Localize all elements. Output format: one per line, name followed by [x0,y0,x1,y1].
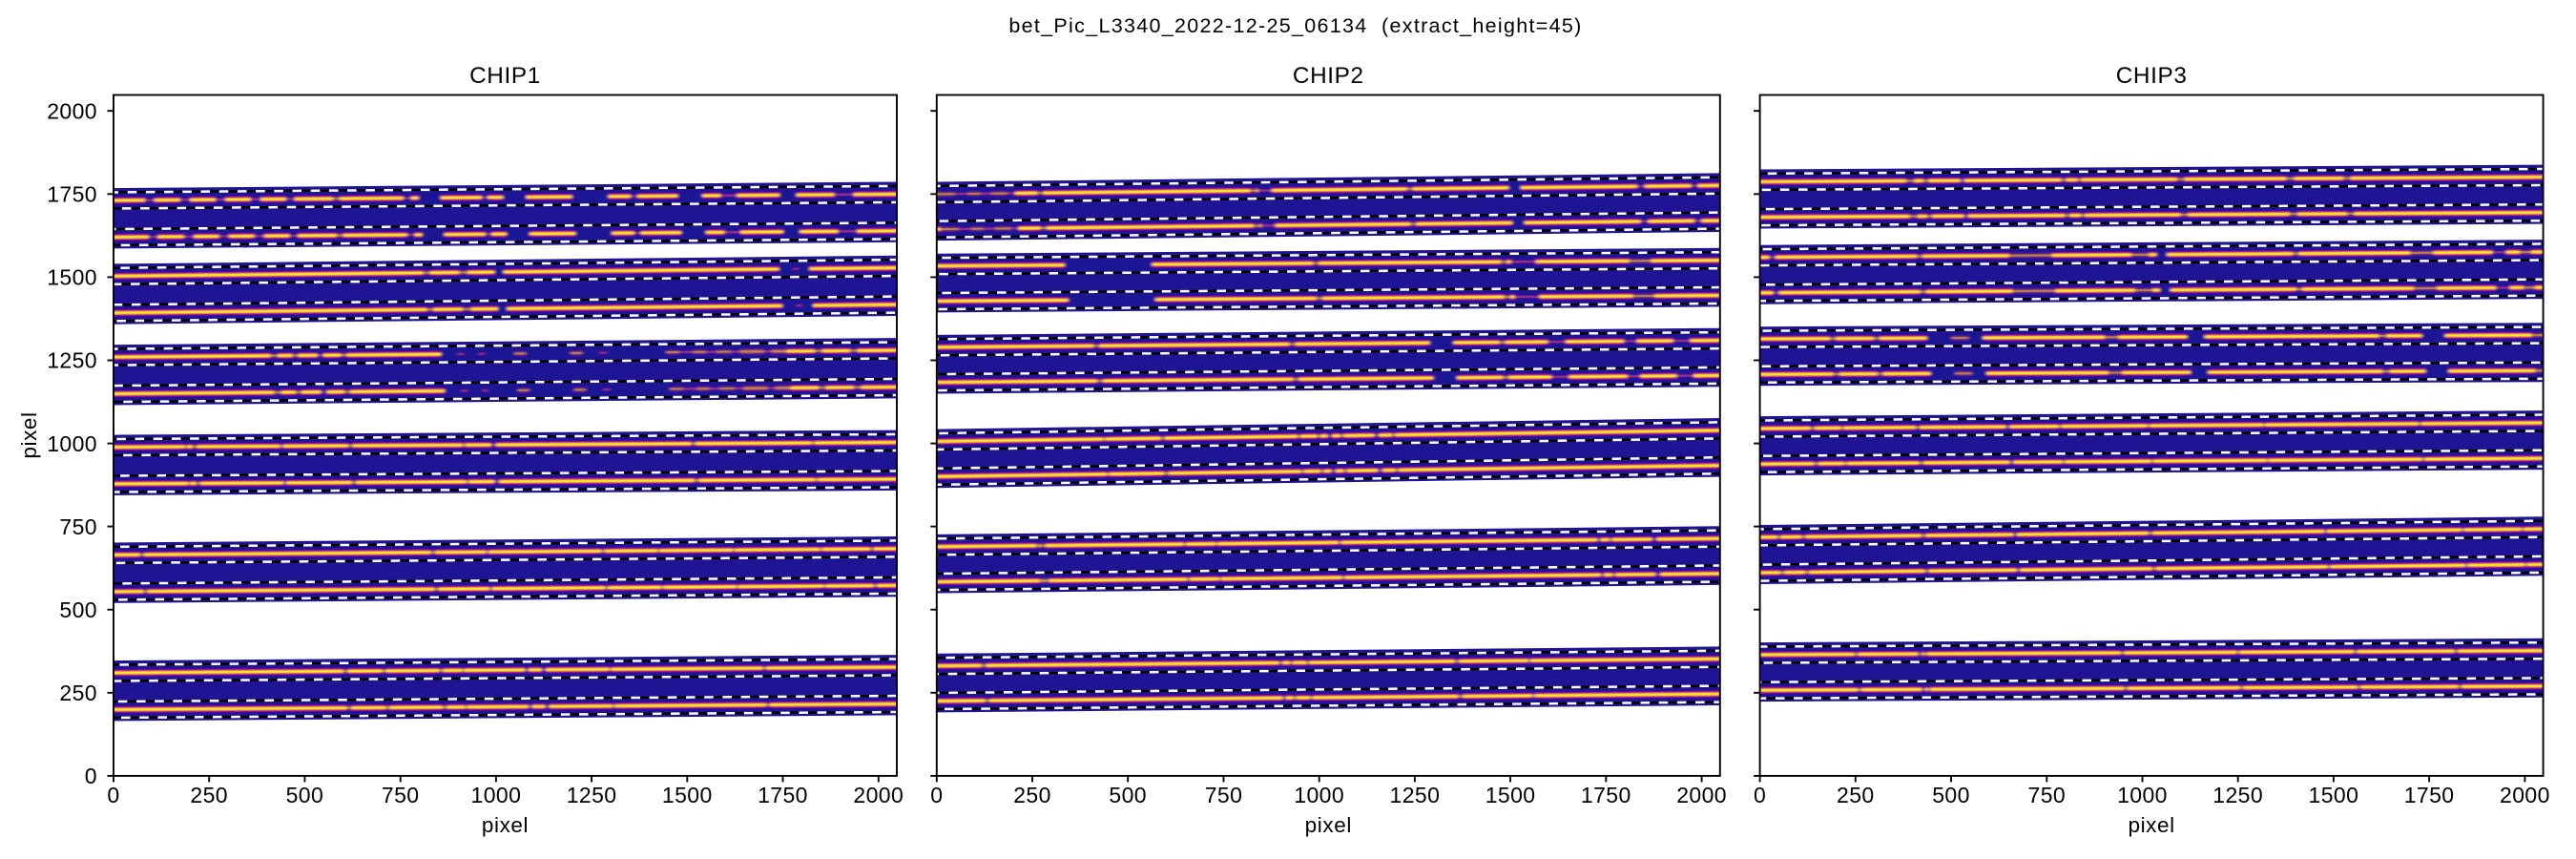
svg-text:CHIP1: CHIP1 [469,63,541,89]
svg-text:2000: 2000 [2500,783,2550,807]
svg-text:CHIP3: CHIP3 [2116,63,2188,89]
svg-text:1750: 1750 [1581,783,1631,807]
svg-text:1250: 1250 [1390,783,1441,807]
svg-text:750: 750 [1205,783,1243,807]
svg-text:2000: 2000 [1676,783,1727,807]
svg-text:0: 0 [930,783,943,807]
svg-text:pixel: pixel [17,411,41,458]
svg-text:750: 750 [382,783,420,807]
svg-text:250: 250 [190,783,228,807]
svg-text:2000: 2000 [47,98,97,123]
svg-text:500: 500 [59,597,97,622]
svg-text:0: 0 [1754,783,1766,807]
svg-text:1500: 1500 [662,783,713,807]
svg-text:250: 250 [1837,783,1875,807]
svg-text:1250: 1250 [567,783,617,807]
svg-text:1750: 1750 [758,783,808,807]
svg-text:2000: 2000 [853,783,904,807]
svg-text:750: 750 [2028,783,2067,807]
svg-text:1000: 1000 [1294,783,1344,807]
svg-text:1000: 1000 [471,783,522,807]
svg-text:1500: 1500 [2309,783,2359,807]
svg-text:pixel: pixel [2128,813,2174,837]
svg-text:500: 500 [1932,783,1970,807]
svg-text:0: 0 [107,783,119,807]
svg-text:500: 500 [1109,783,1147,807]
svg-text:pixel: pixel [482,813,529,837]
svg-text:750: 750 [59,514,97,539]
svg-text:CHIP2: CHIP2 [1293,63,1364,89]
svg-text:250: 250 [59,681,97,705]
svg-text:250: 250 [1013,783,1051,807]
svg-text:1000: 1000 [47,431,97,456]
svg-text:1500: 1500 [47,265,97,290]
svg-text:pixel: pixel [1305,813,1352,837]
svg-text:1750: 1750 [47,182,97,207]
svg-text:1750: 1750 [2404,783,2455,807]
svg-text:1000: 1000 [2117,783,2168,807]
svg-text:1500: 1500 [1485,783,1536,807]
svg-text:1250: 1250 [2212,783,2263,807]
svg-text:1250: 1250 [47,348,97,373]
svg-text:0: 0 [85,764,97,788]
svg-text:bet_Pic_L3340_2022-12-25_06134: bet_Pic_L3340_2022-12-25_06134 (extract_… [1008,14,1582,37]
svg-text:500: 500 [286,783,324,807]
